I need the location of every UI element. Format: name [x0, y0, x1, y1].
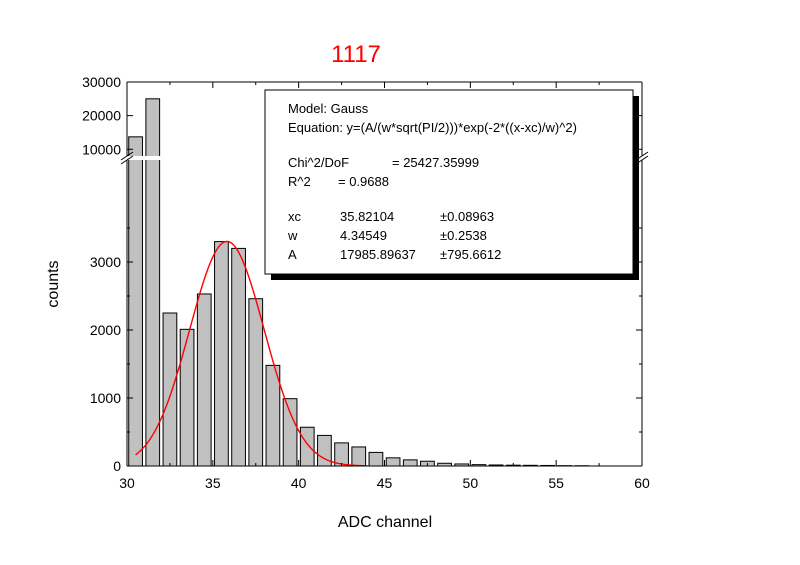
stats-box-panel	[264, 89, 634, 275]
y-tick-label: 1000	[90, 390, 121, 406]
bar	[351, 446, 367, 467]
bar	[179, 328, 195, 467]
bar	[214, 241, 229, 467]
stats-param-error: ±0.08963	[440, 209, 494, 224]
y-tick-label-upper: 30000	[82, 74, 121, 90]
x-tick-label: 55	[548, 475, 564, 491]
tick-labels: 30 35 40 45 50 55 60 0 1000 2000 3000 10000 20000 300…	[82, 74, 650, 491]
axis-break-mark	[120, 155, 134, 165]
x-tick-label: 30	[119, 475, 135, 491]
bar	[248, 298, 264, 467]
x-tick-label: 45	[377, 475, 393, 491]
chart-title: 1117	[331, 41, 381, 68]
bar	[231, 247, 246, 467]
bar	[299, 426, 315, 467]
axis-break-mark	[120, 151, 134, 161]
bars-group	[121, 98, 648, 467]
bar	[162, 312, 178, 467]
x-tick-label: 60	[634, 475, 650, 491]
y-tick-label-upper: 20000	[82, 108, 121, 124]
x-tick-label: 50	[463, 475, 479, 491]
y-axis-label: counts	[45, 260, 62, 307]
stats-param-value: 17985.89637	[340, 247, 416, 262]
stats-r2-value: = 0.9688	[338, 174, 389, 189]
stats-box: Model: Gauss Equation: y=(A/(w*sqrt(PI/2…	[264, 89, 639, 280]
stats-model: Model: Gauss	[288, 101, 369, 116]
y-tick-label-upper: 10000	[82, 141, 121, 157]
bar	[145, 98, 161, 467]
bar	[282, 398, 298, 467]
stats-chi-label: Chi^2/DoF	[288, 155, 349, 170]
bar	[402, 459, 418, 467]
gauss-fit-curve	[135, 240, 368, 467]
stats-r2-label: R^2	[288, 174, 311, 189]
stats-param-value: 35.82104	[340, 209, 394, 224]
x-tick-label: 40	[291, 475, 307, 491]
stats-param-name: xc	[288, 209, 302, 224]
x-axis-label: ADC channel	[338, 514, 432, 531]
axis-ticks	[126, 81, 643, 467]
bar	[368, 451, 384, 467]
stats-param-name: A	[288, 247, 297, 262]
stats-param-name: w	[287, 228, 298, 243]
stats-chi-value: = 25427.35999	[392, 155, 479, 170]
y-tick-label: 3000	[90, 254, 121, 270]
y-tick-label: 2000	[90, 322, 121, 338]
stats-equation: Equation: y=(A/(w*sqrt(PI/2)))*exp(-2*((…	[288, 120, 577, 135]
bar	[128, 136, 143, 467]
bar	[265, 364, 281, 467]
x-tick-label: 35	[205, 475, 221, 491]
bar	[196, 293, 212, 467]
stats-param-value: 4.34549	[340, 228, 387, 243]
stats-param-error: ±795.6612	[440, 247, 501, 262]
stats-param-error: ±0.2538	[440, 228, 487, 243]
bar	[385, 457, 401, 467]
y-tick-label: 0	[113, 458, 121, 474]
